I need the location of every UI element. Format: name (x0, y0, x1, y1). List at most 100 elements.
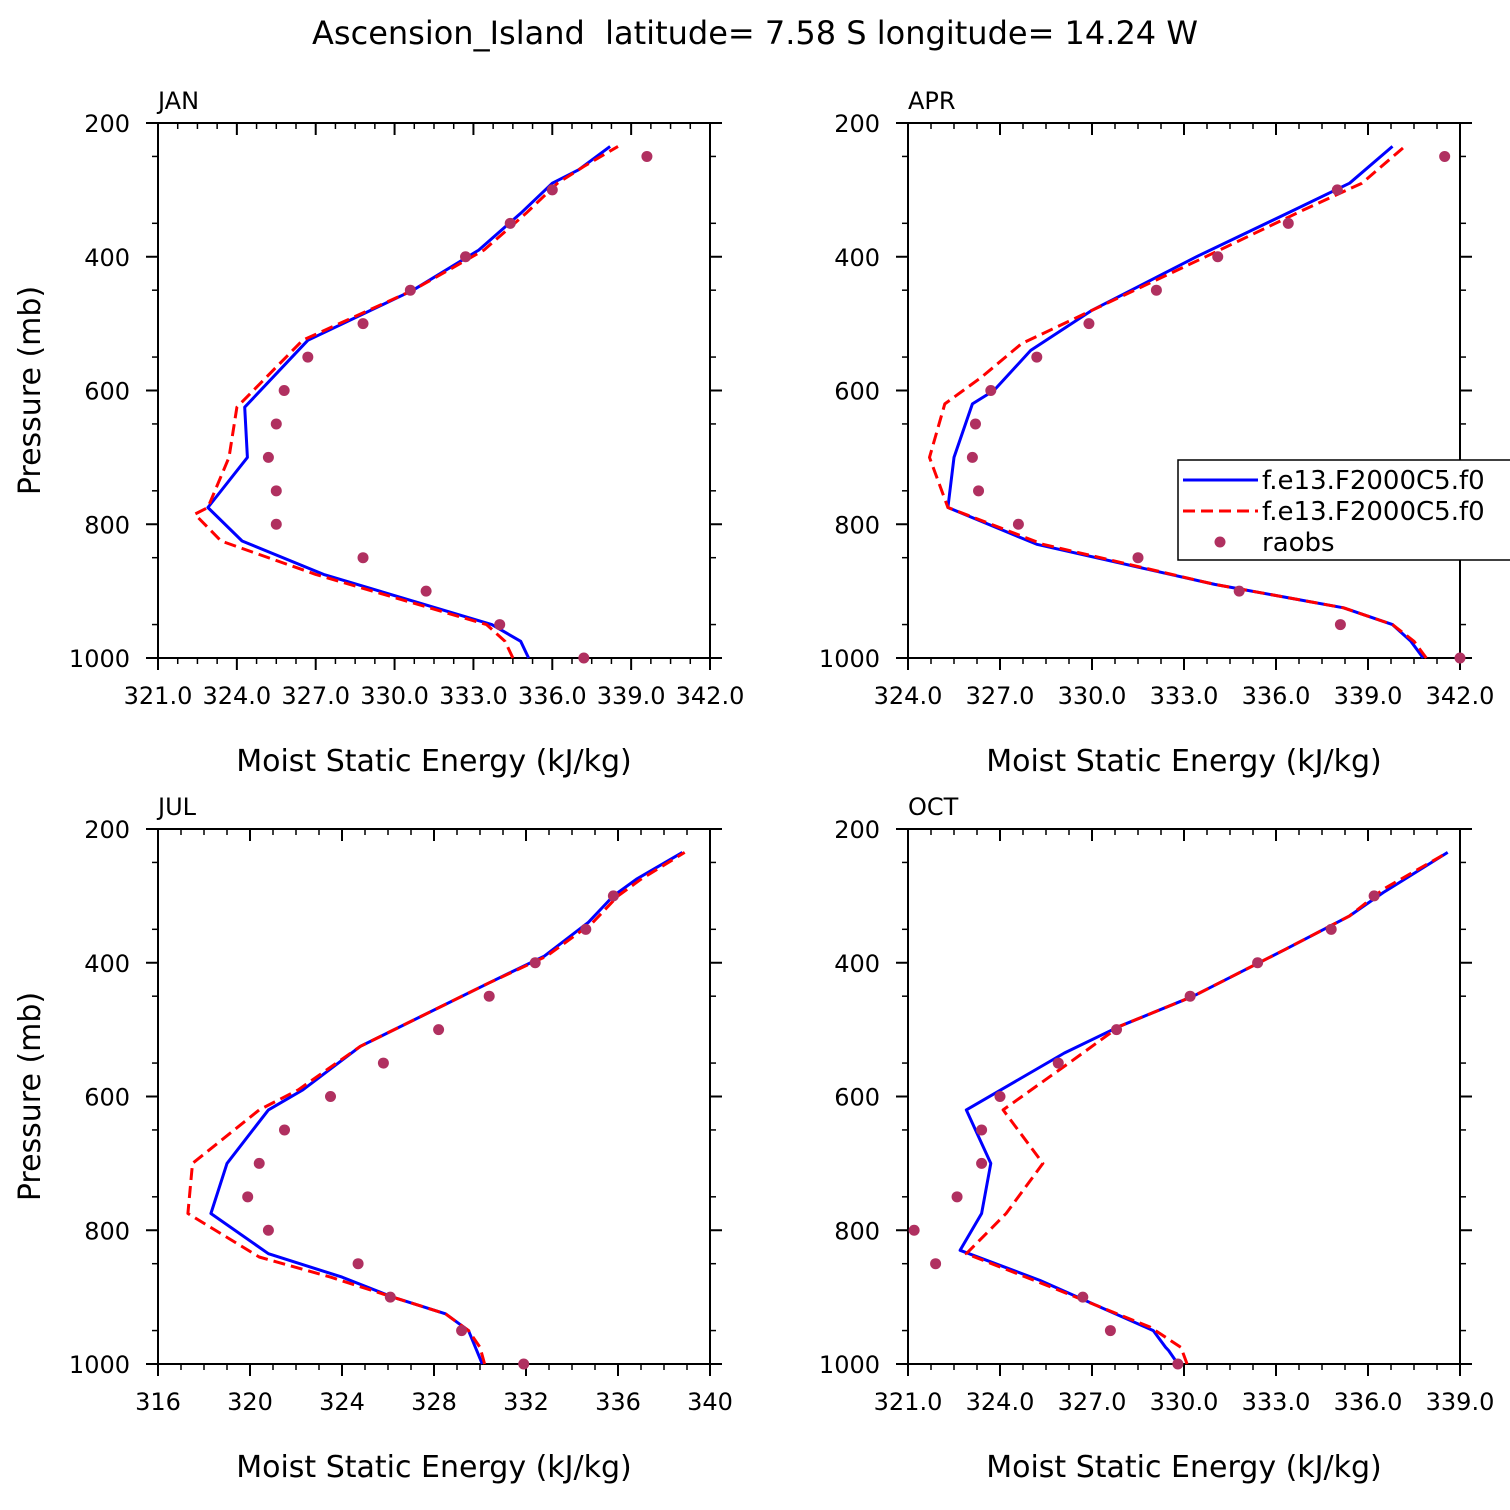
raobs-point (1334, 619, 1346, 631)
raobs-point (1031, 351, 1043, 363)
x-tick-label: 324.0 (966, 1388, 1035, 1416)
y-tick-label: 600 (834, 378, 880, 406)
raobs-point (483, 990, 495, 1002)
x-tick-label: 336.0 (1242, 682, 1311, 710)
y-tick-label: 400 (84, 244, 130, 272)
y-tick-label: 200 (834, 110, 880, 138)
raobs-point (969, 418, 981, 430)
raobs-point (420, 585, 432, 597)
legend-box (1177, 459, 1510, 561)
x-tick-label: 332 (503, 1388, 549, 1416)
raobs-point (1439, 150, 1451, 162)
x-tick-label: 333.0 (1150, 682, 1219, 710)
raobs-point (253, 1157, 265, 1169)
raobs-point (966, 451, 978, 463)
raobs-point (270, 518, 282, 530)
panel-label: JAN (156, 87, 199, 115)
raobs-point (1077, 1291, 1089, 1303)
raobs-point (607, 890, 619, 902)
y-tick-label: 200 (834, 816, 880, 844)
raobs-point (242, 1191, 254, 1203)
x-tick-label: 336.0 (1334, 1388, 1403, 1416)
x-tick-label: 320 (227, 1388, 273, 1416)
raobs-point (529, 957, 541, 969)
y-tick-label: 800 (834, 511, 880, 539)
x-tick-label: 321.0 (124, 682, 193, 710)
y-tick-label: 600 (84, 378, 130, 406)
panel-jan: JAN 321.0 324.0 327.0 330.0 333.0 336.0 339.0 34… (13, 87, 744, 779)
x-axis-label: Moist Static Energy (kJ/kg) (986, 1450, 1382, 1485)
raobs-point (1325, 923, 1337, 935)
raobs-point (377, 1057, 389, 1069)
legend-label: f.e13.F2000C5.f0 (1262, 466, 1485, 496)
series-line-solid (206, 145, 611, 659)
x-tick-label: 324.0 (874, 682, 943, 710)
panel-label: APR (908, 87, 956, 115)
panel-jul: JUL 316 320 324 328 332 336 340 200 400 600 800 1000… (13, 793, 733, 1485)
raobs-point (1212, 251, 1224, 263)
raobs-point (578, 652, 590, 664)
x-tick-label: 324.0 (202, 682, 271, 710)
panel-label: JUL (156, 793, 197, 821)
panel-label: OCT (908, 793, 959, 821)
y-axis-label: Pressure (mb) (13, 992, 48, 1201)
x-tick-label: 330.0 (1058, 682, 1127, 710)
x-tick-label: 339.0 (1334, 682, 1403, 710)
raobs-point (930, 1258, 942, 1270)
raobs-point (1282, 217, 1294, 229)
raobs-point (580, 923, 592, 935)
y-tick-label: 400 (84, 950, 130, 978)
legend-marker-raobs (1214, 536, 1226, 548)
raobs-point (1052, 1057, 1064, 1069)
raobs-point (1104, 1325, 1116, 1337)
y-axis-label: Pressure (mb) (13, 286, 48, 495)
x-tick-label: 340 (687, 1388, 733, 1416)
raobs-point (325, 1091, 336, 1102)
x-tick-label: 327.0 (1058, 1388, 1127, 1416)
legend-label: f.e13.F2000C5.f0 (1262, 497, 1485, 527)
raobs-point (908, 1224, 920, 1236)
raobs-point (270, 418, 282, 430)
x-tick-label: 327.0 (281, 682, 350, 710)
x-tick-label: 330.0 (1150, 1388, 1219, 1416)
x-tick-label: 333.0 (439, 682, 508, 710)
x-tick-label: 328 (411, 1388, 457, 1416)
raobs-point (973, 485, 985, 497)
raobs-point (1252, 957, 1264, 969)
raobs-point (994, 1091, 1006, 1102)
y-tick-label: 1000 (819, 645, 880, 673)
panels: JAN 321.0 324.0 327.0 330.0 333.0 336.0 339.0 34… (13, 87, 1494, 1485)
raobs-point (976, 1157, 988, 1169)
x-tick-label: 321.0 (874, 1388, 943, 1416)
raobs-point (384, 1291, 396, 1303)
raobs-point (456, 1325, 468, 1337)
y-tick-label: 200 (84, 110, 130, 138)
x-axis-label: Moist Static Energy (kJ/kg) (986, 744, 1382, 779)
y-tick-label: 800 (84, 1217, 130, 1245)
raobs-point (1083, 318, 1095, 330)
x-tick-label: 330.0 (360, 682, 429, 710)
raobs-point (460, 251, 472, 263)
raobs-point (1111, 1024, 1123, 1036)
raobs-point (278, 385, 290, 396)
raobs-point (1331, 184, 1343, 196)
raobs-point (518, 1358, 530, 1370)
raobs-point (279, 1124, 290, 1136)
figure-title: Ascension_Island latitude= 7.58 S longit… (312, 14, 1198, 52)
raobs-point (1184, 990, 1196, 1002)
series-line-dashed (186, 851, 686, 1365)
x-tick-label: 342.0 (1426, 682, 1495, 710)
y-tick-label: 400 (834, 950, 880, 978)
raobs-point (433, 1024, 445, 1036)
y-tick-label: 600 (834, 1084, 880, 1112)
raobs-point (951, 1191, 963, 1203)
raobs-point (357, 318, 369, 330)
raobs-point (641, 150, 653, 162)
raobs-point (262, 451, 274, 463)
raobs-point (357, 552, 369, 564)
raobs-point (504, 217, 516, 229)
x-axis-label: Moist Static Energy (kJ/kg) (236, 1450, 632, 1485)
x-tick-label: 324 (319, 1388, 365, 1416)
y-tick-label: 200 (84, 816, 130, 844)
